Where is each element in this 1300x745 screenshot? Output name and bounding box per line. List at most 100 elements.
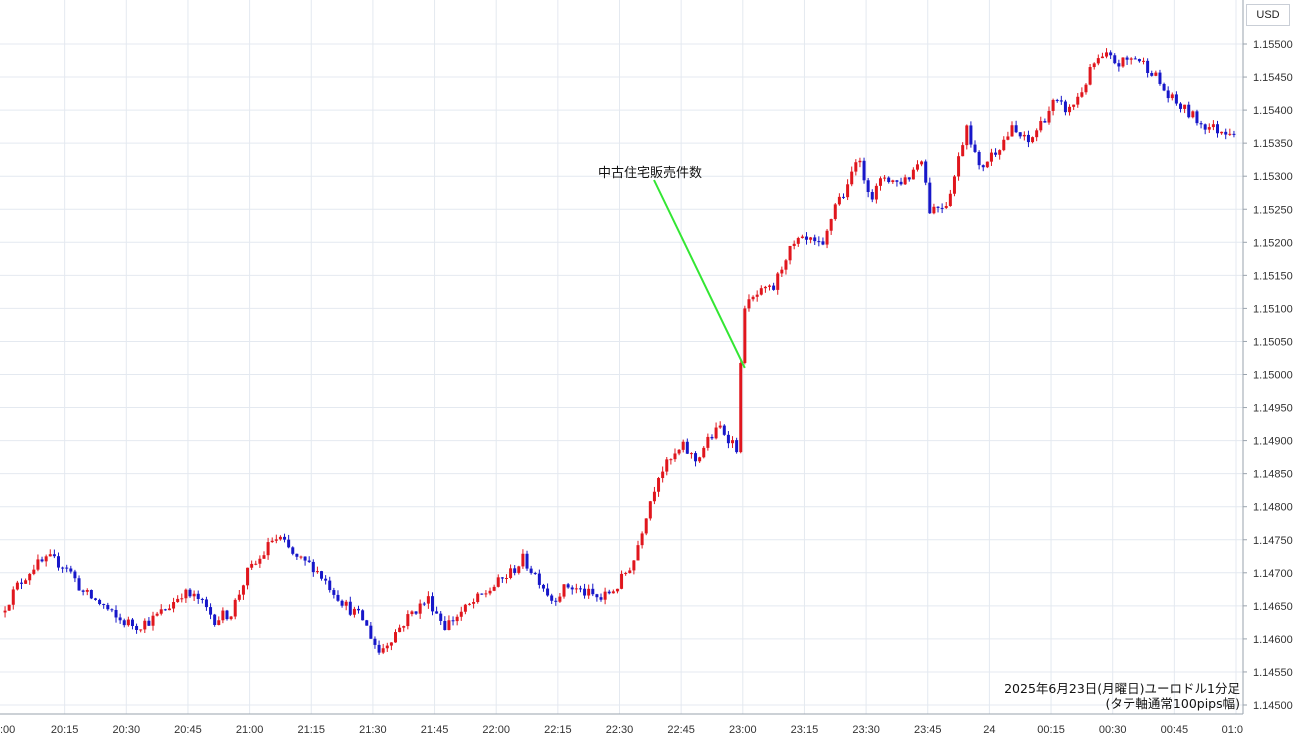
candle-up <box>657 476 661 497</box>
candle-body <box>550 595 554 601</box>
candle-up <box>702 446 706 459</box>
candle-up <box>743 305 747 365</box>
candle-up <box>32 564 36 576</box>
candle-down <box>122 618 126 628</box>
candle-body <box>554 600 558 602</box>
candle-body <box>61 567 65 569</box>
candle-body <box>899 181 903 185</box>
candle-body <box>920 161 924 165</box>
candle-down <box>726 431 730 449</box>
candle-up <box>496 574 500 588</box>
candle-body <box>336 594 340 601</box>
candle-body <box>570 587 574 590</box>
candle-up <box>180 593 184 603</box>
candle-body <box>878 178 882 186</box>
candle-down <box>1063 99 1067 116</box>
candle-body <box>430 596 434 612</box>
candle-down <box>1166 86 1170 103</box>
candle-down <box>340 599 344 608</box>
candle-down <box>73 569 77 583</box>
candle-down <box>196 590 200 604</box>
candle-body <box>1031 137 1035 143</box>
candle-body <box>1195 111 1199 124</box>
candle-down <box>1216 120 1220 138</box>
candle-body <box>365 620 369 626</box>
candle-body <box>858 160 862 163</box>
candle-body <box>763 286 767 289</box>
candle-body <box>743 308 747 363</box>
candle-body <box>52 554 56 557</box>
candle-down <box>1026 130 1030 148</box>
candle-body <box>24 580 28 584</box>
candle-body <box>422 603 426 605</box>
candle-up <box>484 590 488 598</box>
candle-up <box>11 586 15 610</box>
candle-down <box>65 564 69 573</box>
candle-down <box>361 609 365 621</box>
candle-up <box>1068 104 1072 116</box>
candle-down <box>106 602 110 611</box>
time-tick-label: 20:45 <box>174 724 202 736</box>
price-tick-label: 1.15000 <box>1253 370 1293 382</box>
candle-body <box>940 207 944 209</box>
price-tick-label: 1.15100 <box>1253 303 1293 315</box>
candle-up <box>632 560 636 575</box>
price-tick-label: 1.15200 <box>1253 237 1293 249</box>
price-tick-label: 1.15450 <box>1253 72 1293 84</box>
candle-up <box>788 245 792 265</box>
candle-body <box>459 611 463 617</box>
candle-down <box>969 121 973 148</box>
candle-up <box>176 595 180 603</box>
candle-down <box>118 613 122 624</box>
candle-body <box>985 161 989 168</box>
candle-body <box>911 169 915 180</box>
candle-down <box>61 566 65 573</box>
candle-up <box>278 535 282 541</box>
price-tick-label: 1.15500 <box>1253 39 1293 51</box>
candle-body <box>451 620 455 622</box>
candle-down <box>1224 128 1228 140</box>
candle-body <box>1211 124 1215 128</box>
candle-body <box>541 584 545 589</box>
candle-body <box>394 632 398 643</box>
candle-up <box>217 616 221 626</box>
candle-up <box>731 436 735 449</box>
candle-up <box>883 175 887 182</box>
candle-down <box>204 596 208 611</box>
candle-body <box>813 237 817 242</box>
price-tick-label: 1.15300 <box>1253 171 1293 183</box>
candle-up <box>809 236 813 244</box>
candle-up <box>846 179 850 201</box>
candle-down <box>546 583 550 597</box>
annotation-label: 中古住宅販売件数 <box>598 166 703 181</box>
candle-down <box>225 609 229 621</box>
candle-up <box>669 458 673 465</box>
candle-down <box>324 575 328 585</box>
candle-body <box>352 608 356 615</box>
candle-body <box>1203 124 1207 130</box>
candle-down <box>1055 98 1059 103</box>
candle-body <box>883 177 887 179</box>
candle-up <box>714 422 718 440</box>
candle-up <box>792 240 796 250</box>
candle-body <box>989 152 993 162</box>
candle-body <box>274 539 278 541</box>
candle-body <box>418 603 422 614</box>
candle-body <box>135 625 139 630</box>
candle-body <box>1137 58 1141 62</box>
candle-down <box>862 157 866 184</box>
candle-up <box>418 599 422 619</box>
candle-body <box>874 185 878 200</box>
candle-body <box>546 588 550 596</box>
candle-down <box>430 592 434 616</box>
candle-down <box>899 177 903 186</box>
candle-up <box>167 604 171 611</box>
currency-label[interactable]: USD <box>1246 4 1290 26</box>
price-tick-label: 1.14650 <box>1253 601 1293 613</box>
candle-body <box>151 615 155 626</box>
candle-body <box>837 196 841 205</box>
candle-body <box>714 427 718 439</box>
candle-up <box>1191 110 1195 119</box>
candle-up <box>1228 128 1232 136</box>
candle-up <box>492 584 496 592</box>
